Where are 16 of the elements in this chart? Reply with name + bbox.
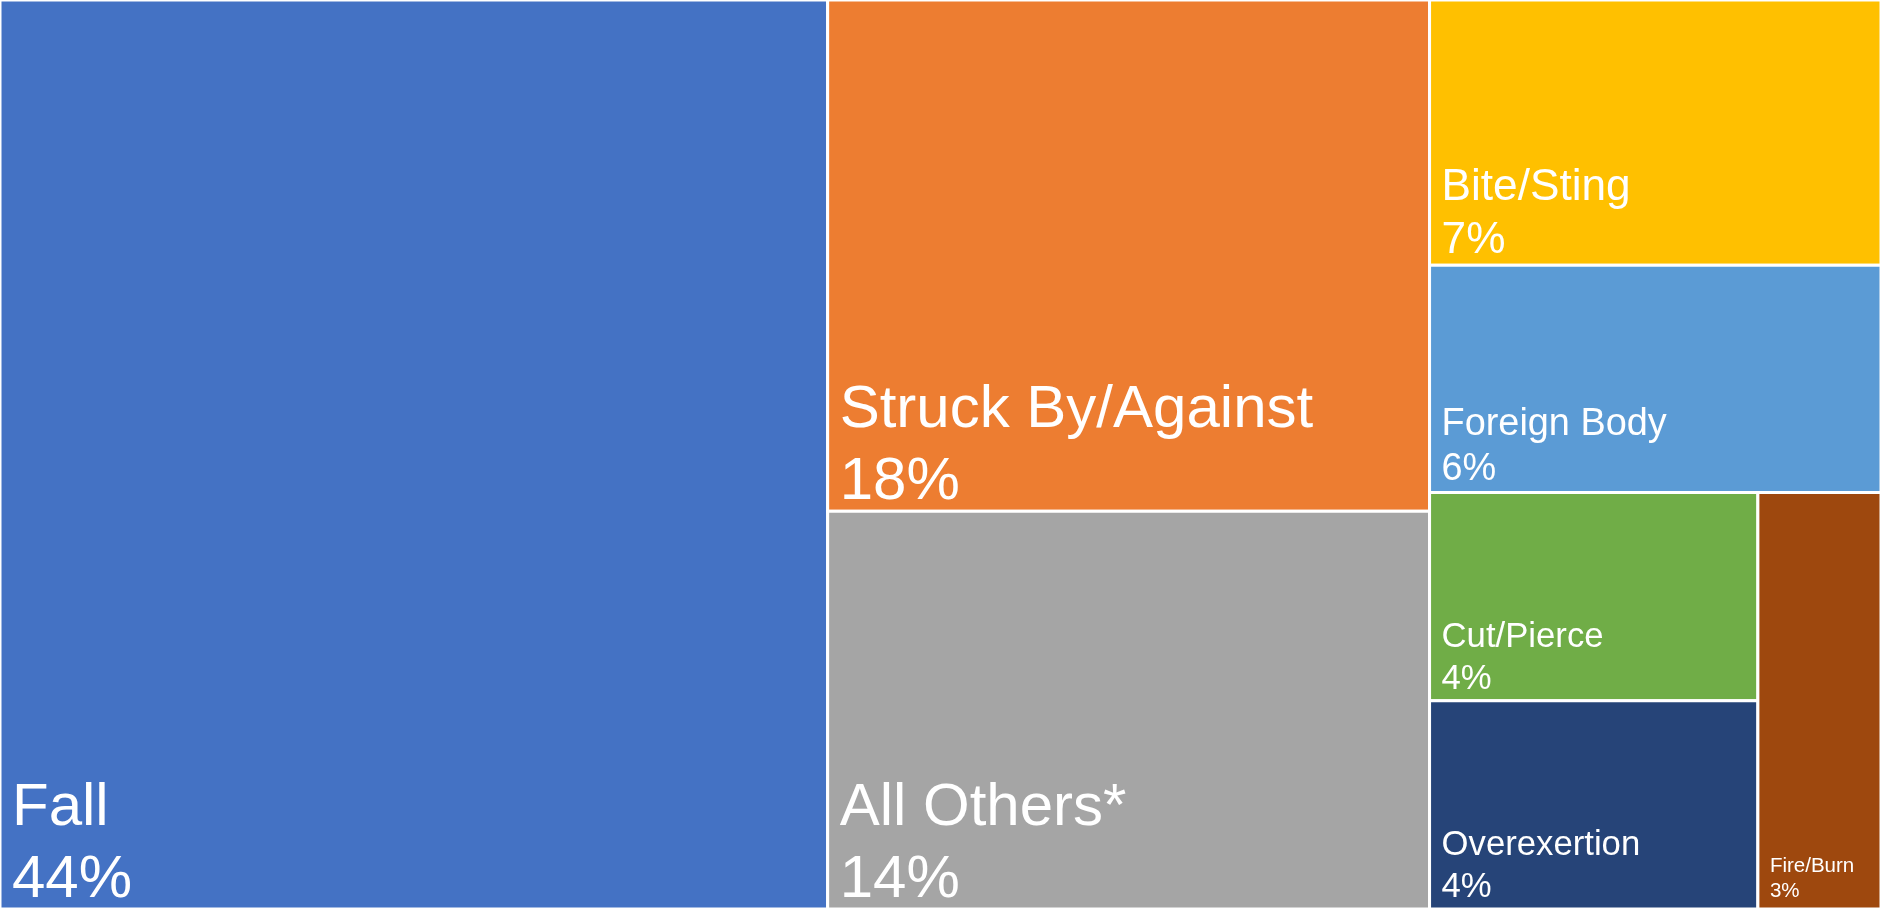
- category-label: Overexertion: [1441, 824, 1641, 863]
- data-label: 14%: [839, 843, 960, 909]
- data-label: 4%: [1441, 866, 1492, 904]
- category-label: All Others*: [839, 771, 1127, 838]
- data-label: 44%: [12, 843, 133, 909]
- data-label: 4%: [1441, 657, 1492, 696]
- category-label: Fall: [12, 771, 109, 838]
- data-label: 6%: [1441, 446, 1497, 489]
- category-label: Struck By/Against: [839, 373, 1314, 441]
- category-label: Bite/Sting: [1441, 160, 1631, 210]
- category-label: Cut/Pierce: [1441, 616, 1604, 655]
- category-label: Fire/Burn: [1769, 853, 1855, 877]
- data-label: 18%: [839, 445, 960, 513]
- data-label: 7%: [1441, 213, 1506, 263]
- category-label: Foreign Body: [1441, 400, 1667, 443]
- data-label: 3%: [1769, 878, 1800, 901]
